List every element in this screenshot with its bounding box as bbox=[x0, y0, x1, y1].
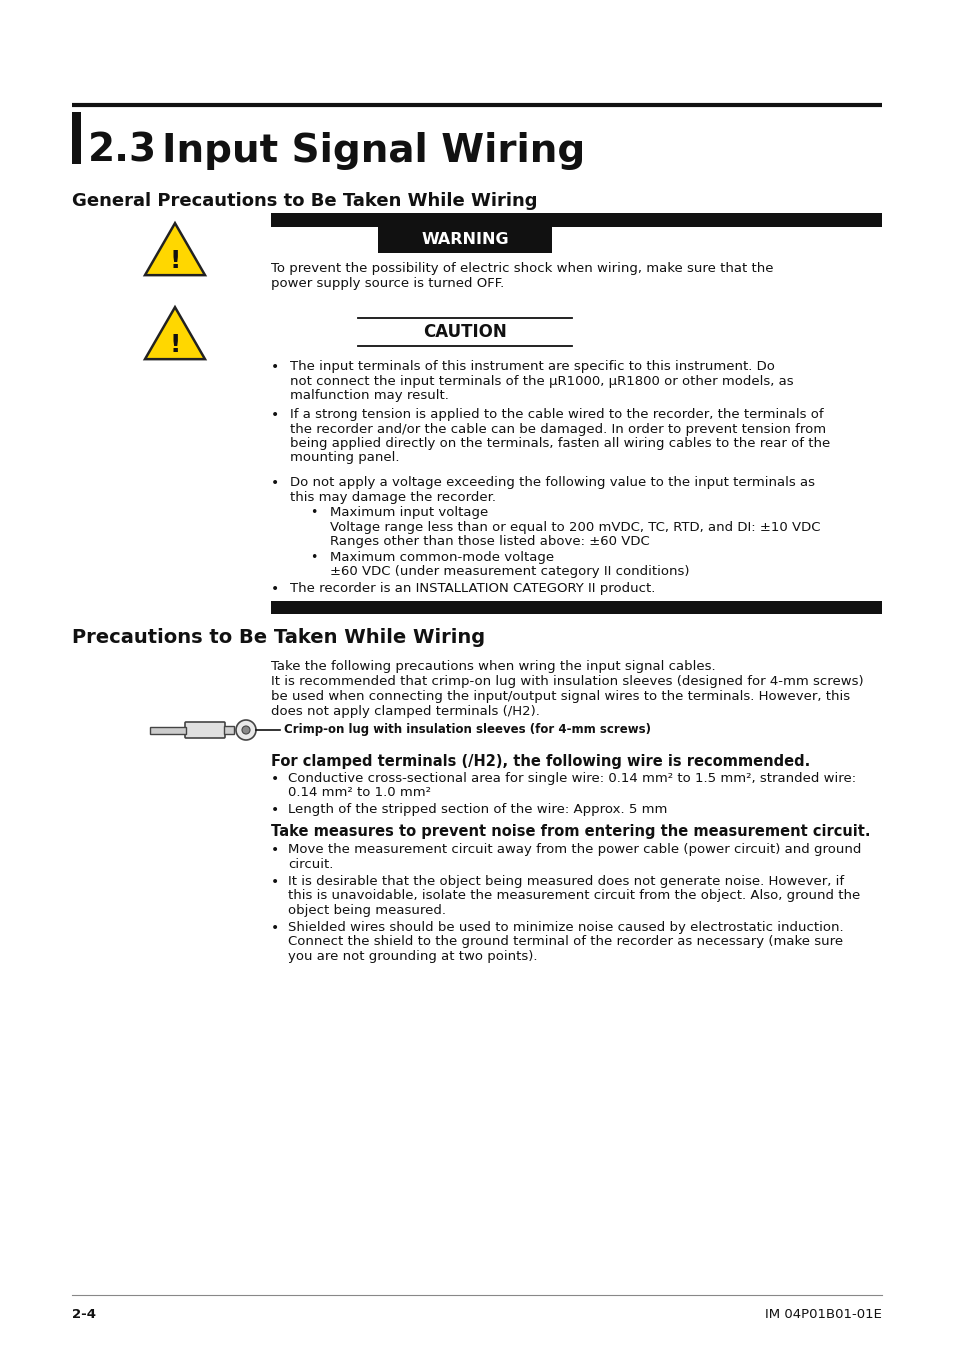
Text: being applied directly on the terminals, fasten all wiring cables to the rear of: being applied directly on the terminals,… bbox=[290, 437, 829, 450]
Text: Conductive cross-sectional area for single wire: 0.14 mm² to 1.5 mm², stranded w: Conductive cross-sectional area for sing… bbox=[288, 772, 855, 784]
Text: Take measures to prevent noise from entering the measurement circuit.: Take measures to prevent noise from ente… bbox=[271, 824, 869, 838]
Text: ±60 VDC (under measurement category II conditions): ±60 VDC (under measurement category II c… bbox=[330, 566, 689, 579]
Text: The input terminals of this instrument are specific to this instrument. Do: The input terminals of this instrument a… bbox=[290, 360, 774, 373]
Text: General Precautions to Be Taken While Wiring: General Precautions to Be Taken While Wi… bbox=[71, 192, 537, 211]
Bar bbox=[224, 726, 233, 734]
Text: Do not apply a voltage exceeding the following value to the input terminals as: Do not apply a voltage exceeding the fol… bbox=[290, 477, 814, 489]
Bar bbox=[271, 213, 882, 227]
Text: Ranges other than those listed above: ±60 VDC: Ranges other than those listed above: ±6… bbox=[330, 535, 649, 548]
Polygon shape bbox=[145, 308, 205, 359]
Text: Connect the shield to the ground terminal of the recorder as necessary (make sur: Connect the shield to the ground termina… bbox=[288, 936, 842, 949]
Text: 0.14 mm² to 1.0 mm²: 0.14 mm² to 1.0 mm² bbox=[288, 787, 431, 799]
Text: •: • bbox=[271, 360, 279, 374]
Text: IM 04P01B01-01E: IM 04P01B01-01E bbox=[764, 1308, 882, 1322]
Text: Take the following precautions when wring the input signal cables.: Take the following precautions when wrin… bbox=[271, 660, 715, 674]
Text: •: • bbox=[310, 551, 317, 564]
Circle shape bbox=[242, 726, 250, 734]
Text: •: • bbox=[271, 582, 279, 595]
Text: not connect the input terminals of the μR1000, μR1800 or other models, as: not connect the input terminals of the μ… bbox=[290, 374, 793, 387]
Bar bbox=[71, 112, 81, 163]
Text: It is desirable that the object being measured does not generate noise. However,: It is desirable that the object being me… bbox=[288, 875, 843, 888]
Text: CAUTION: CAUTION bbox=[423, 323, 506, 342]
Text: •: • bbox=[271, 408, 279, 423]
Text: !: ! bbox=[169, 248, 180, 273]
Text: •: • bbox=[271, 921, 279, 936]
Text: power supply source is turned OFF.: power supply source is turned OFF. bbox=[271, 277, 504, 290]
Text: you are not grounding at two points).: you are not grounding at two points). bbox=[288, 950, 537, 963]
Text: •: • bbox=[271, 803, 279, 817]
Text: Input Signal Wiring: Input Signal Wiring bbox=[162, 132, 584, 170]
Text: object being measured.: object being measured. bbox=[288, 904, 446, 917]
Text: •: • bbox=[271, 477, 279, 490]
Text: be used when connecting the input/output signal wires to the terminals. However,: be used when connecting the input/output… bbox=[271, 690, 849, 703]
Text: WARNING: WARNING bbox=[420, 232, 508, 247]
Text: If a strong tension is applied to the cable wired to the recorder, the terminals: If a strong tension is applied to the ca… bbox=[290, 408, 822, 421]
Text: 2.3: 2.3 bbox=[88, 132, 157, 170]
Text: •: • bbox=[271, 772, 279, 786]
Text: Shielded wires should be used to minimize noise caused by electrostatic inductio: Shielded wires should be used to minimiz… bbox=[288, 921, 842, 934]
Text: •: • bbox=[310, 506, 317, 518]
Bar bbox=[150, 726, 186, 733]
Bar bbox=[377, 227, 552, 252]
Text: Crimp-on lug with insulation sleeves (for 4-mm screws): Crimp-on lug with insulation sleeves (fo… bbox=[284, 724, 650, 737]
Text: !: ! bbox=[169, 332, 180, 356]
Text: the recorder and/or the cable can be damaged. In order to prevent tension from: the recorder and/or the cable can be dam… bbox=[290, 423, 825, 436]
Text: Voltage range less than or equal to 200 mVDC, TC, RTD, and DI: ±10 VDC: Voltage range less than or equal to 200 … bbox=[330, 521, 820, 533]
Text: It is recommended that crimp-on lug with insulation sleeves (designed for 4-mm s: It is recommended that crimp-on lug with… bbox=[271, 675, 862, 688]
Polygon shape bbox=[145, 223, 205, 275]
Text: Precautions to Be Taken While Wiring: Precautions to Be Taken While Wiring bbox=[71, 628, 485, 647]
Text: •: • bbox=[271, 875, 279, 890]
Text: malfunction may result.: malfunction may result. bbox=[290, 389, 449, 402]
Circle shape bbox=[235, 720, 255, 740]
Text: To prevent the possibility of electric shock when wiring, make sure that the: To prevent the possibility of electric s… bbox=[271, 262, 773, 275]
Text: mounting panel.: mounting panel. bbox=[290, 451, 399, 464]
Text: this is unavoidable, isolate the measurement circuit from the object. Also, grou: this is unavoidable, isolate the measure… bbox=[288, 890, 860, 903]
Bar bbox=[271, 601, 882, 614]
Text: circuit.: circuit. bbox=[288, 857, 333, 871]
Text: Maximum common-mode voltage: Maximum common-mode voltage bbox=[330, 551, 554, 564]
Text: The recorder is an INSTALLATION CATEGORY II product.: The recorder is an INSTALLATION CATEGORY… bbox=[290, 582, 655, 595]
Text: Length of the stripped section of the wire: Approx. 5 mm: Length of the stripped section of the wi… bbox=[288, 803, 667, 815]
Text: Maximum input voltage: Maximum input voltage bbox=[330, 506, 488, 518]
Text: 2-4: 2-4 bbox=[71, 1308, 96, 1322]
FancyBboxPatch shape bbox=[185, 722, 225, 738]
Text: does not apply clamped terminals (/H2).: does not apply clamped terminals (/H2). bbox=[271, 705, 539, 718]
Text: this may damage the recorder.: this may damage the recorder. bbox=[290, 490, 496, 504]
Text: Move the measurement circuit away from the power cable (power circuit) and groun: Move the measurement circuit away from t… bbox=[288, 842, 861, 856]
Text: For clamped terminals (/H2), the following wire is recommended.: For clamped terminals (/H2), the followi… bbox=[271, 755, 809, 770]
Text: •: • bbox=[271, 842, 279, 857]
